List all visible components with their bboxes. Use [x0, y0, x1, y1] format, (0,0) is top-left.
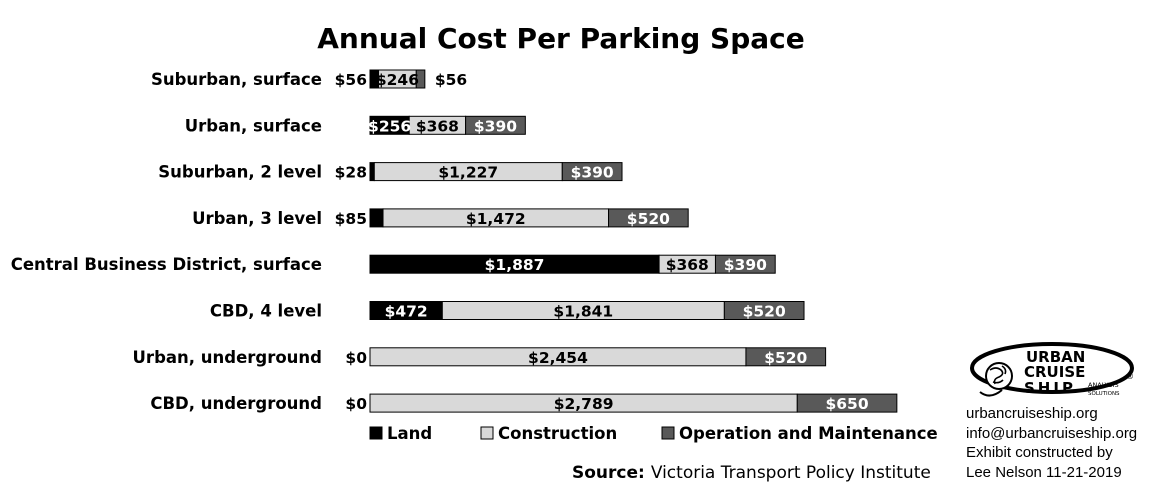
- globe-continents: [989, 365, 1007, 385]
- bar-operation-and-maintenance: [745, 347, 827, 367]
- data-label: $1,227: [438, 164, 498, 182]
- category-labels: Suburban, surface Urban, surface Suburban,…: [11, 70, 322, 413]
- globe-icon: [985, 362, 1013, 390]
- source-note: Source: Victoria Transport Policy Institu…: [572, 463, 931, 483]
- data-label: $56: [435, 71, 467, 89]
- data-label: $0: [345, 395, 367, 413]
- logo-word-ship: SHIP: [1024, 379, 1076, 397]
- data-label: $85: [335, 210, 367, 228]
- bar-operation-and-maintenance: [561, 162, 623, 182]
- credit-line-1: Exhibit constructed by: [966, 444, 1113, 461]
- legend-label: Land: [387, 424, 432, 443]
- stacked-bars: $56 $246 $56 $256 $368 $390 $28 $1,227 $390 $85 $1…: [335, 69, 898, 413]
- logo-tagline-analysis: ANALYSIS: [1088, 381, 1119, 389]
- bar-operation-and-maintenance: [714, 254, 776, 274]
- source-text: Victoria Transport Policy Institute: [651, 463, 931, 483]
- data-label: $1,887: [485, 256, 545, 274]
- chart-title: Annual Cost Per Parking Space: [317, 22, 804, 55]
- category-label: CBD, underground: [150, 394, 322, 413]
- category-label: Suburban, 2 level: [158, 163, 322, 182]
- data-label: $472: [385, 303, 428, 321]
- data-label: $256: [368, 117, 411, 135]
- category-label: Urban, surface: [185, 116, 322, 135]
- data-label: $56: [335, 71, 367, 89]
- data-label: $28: [335, 164, 367, 182]
- category-label: CBD, 4 level: [210, 302, 322, 321]
- legend-swatch: [480, 426, 494, 440]
- credit-line-2: Lee Nelson 11-21-2019: [966, 463, 1122, 481]
- bar-operation-and-maintenance: [465, 115, 526, 135]
- category-label: Urban, 3 level: [192, 209, 322, 228]
- data-label: $368: [666, 256, 709, 274]
- bar-operation-and-maintenance: [608, 208, 689, 228]
- bar-operation-and-maintenance: [723, 301, 805, 320]
- data-label: $368: [416, 117, 459, 135]
- data-label: $650: [825, 395, 868, 413]
- logo-ring: [970, 342, 1134, 394]
- data-label: $2,454: [528, 349, 588, 367]
- category-label: Suburban, surface: [151, 70, 322, 89]
- data-label: $390: [724, 256, 767, 274]
- data-label: $390: [571, 164, 614, 182]
- data-label: $520: [743, 303, 786, 321]
- credit-email[interactable]: info@urbancruiseship.org: [966, 424, 1138, 442]
- data-label: $1,841: [553, 303, 613, 321]
- bar-operation-and-maintenance: [796, 393, 898, 413]
- bar-land: [369, 208, 384, 228]
- data-label: $520: [764, 349, 807, 367]
- legend: Land Construction Operation and Maintenanc…: [369, 424, 938, 443]
- data-label: $2,789: [554, 395, 614, 413]
- legend-swatch: [369, 426, 383, 440]
- data-label: $246: [376, 71, 419, 89]
- data-label: $1,472: [466, 210, 526, 228]
- credits-block: urbancruiseship.org info@urbancruiseship…: [966, 404, 1166, 482]
- logo-word-cruise: CRUISE: [1024, 363, 1085, 381]
- legend-label: Construction: [498, 424, 617, 443]
- logo-word-urban: URBAN: [1026, 348, 1085, 366]
- legend-swatch: [661, 426, 675, 440]
- legend-label: Operation and Maintenance: [679, 424, 938, 443]
- swoosh-icon: [979, 389, 1003, 397]
- data-label: $390: [474, 117, 517, 135]
- registered-mark: ®: [1126, 372, 1134, 381]
- urban-cruise-ship-logo: URBAN CRUISE SHIP ANALYSIS SOLUTIONS ®: [970, 342, 1134, 397]
- bar-operation-and-maintenance: [415, 69, 426, 89]
- data-label: $0: [345, 349, 367, 367]
- bar-land: [369, 162, 375, 182]
- category-label: Central Business District, surface: [11, 255, 322, 274]
- category-label: Urban, underground: [133, 348, 322, 367]
- credit-website[interactable]: urbancruiseship.org: [966, 405, 1098, 422]
- data-label: $520: [627, 210, 670, 228]
- source-label: Source:: [572, 463, 645, 483]
- logo-tagline-solutions: SOLUTIONS: [1088, 391, 1120, 397]
